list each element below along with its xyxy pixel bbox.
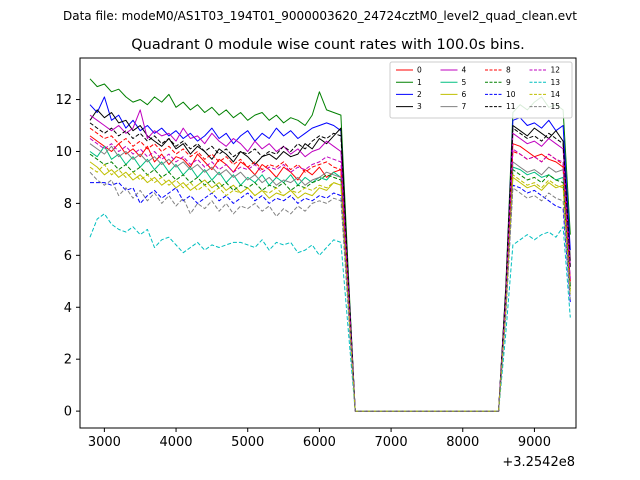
series-line-14	[89, 164, 571, 412]
x-tick-label: 9000	[518, 435, 551, 450]
legend-label-14: 14	[551, 90, 561, 99]
figure-suptitle: Data file: modeM0/AS1T03_194T01_90000036…	[63, 9, 577, 23]
legend-label-7: 7	[462, 102, 467, 111]
y-tick-label: 8	[64, 197, 72, 212]
x-tick-label: 3000	[88, 435, 121, 450]
x-axis: 3000 4000 5000 6000 7000 8000 9000	[88, 428, 551, 450]
y-tick-label: 10	[55, 145, 72, 160]
legend-label-2: 2	[417, 90, 422, 99]
legend-label-10: 10	[506, 90, 516, 99]
x-tick-label: 5000	[231, 435, 264, 450]
x-tick-label: 8000	[446, 435, 479, 450]
series-line-6	[89, 161, 571, 412]
legend-label-12: 12	[551, 66, 561, 75]
axes-frame	[79, 57, 577, 429]
y-tick-label: 6	[64, 249, 72, 264]
series-line-13	[89, 213, 571, 412]
legend-label-1: 1	[417, 78, 422, 87]
series-line-7	[89, 143, 571, 412]
series-line-12	[89, 138, 571, 412]
legend-box	[389, 61, 573, 119]
legend-label-4: 4	[462, 66, 467, 75]
legend-label-6: 6	[462, 90, 467, 99]
y-axis: 0 2 4 6 8 10 12	[55, 93, 80, 420]
x-tick-label: 7000	[375, 435, 408, 450]
x-offset-label: +3.2542e8	[502, 455, 575, 470]
y-tick-label: 0	[64, 405, 72, 420]
series-line-8	[89, 127, 571, 412]
legend-label-15: 15	[551, 102, 561, 111]
series-line-11	[89, 122, 571, 412]
y-tick-label: 4	[64, 301, 72, 316]
x-tick-label: 6000	[303, 435, 336, 450]
legend-label-5: 5	[462, 78, 467, 87]
series-line-9	[89, 153, 571, 412]
y-tick-label: 12	[55, 93, 72, 108]
y-tick-label: 2	[64, 353, 72, 368]
legend-label-11: 11	[506, 102, 516, 111]
plot-lines	[89, 78, 571, 412]
legend-label-9: 9	[506, 78, 511, 87]
chart-title: Quadrant 0 module wise count rates with …	[131, 37, 525, 53]
legend-label-8: 8	[506, 66, 511, 75]
series-line-10	[90, 182, 571, 412]
legend-label-0: 0	[417, 66, 422, 75]
series-line-15	[89, 171, 571, 412]
x-tick-label: 4000	[159, 435, 192, 450]
legend-label-13: 13	[551, 78, 561, 87]
legend-label-3: 3	[417, 102, 422, 111]
